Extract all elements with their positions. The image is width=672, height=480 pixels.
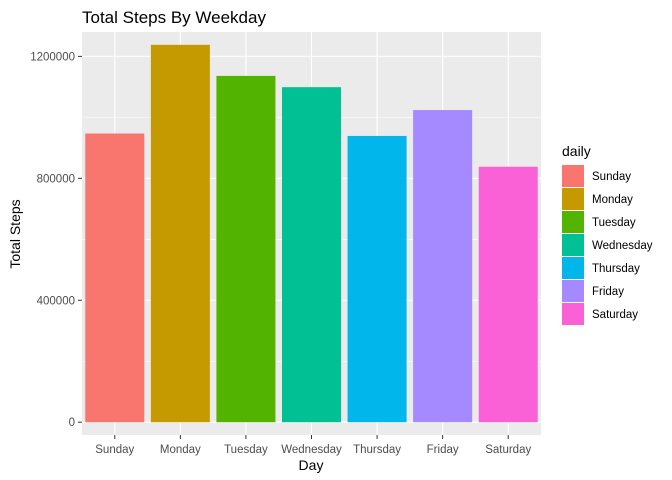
y-axis-title: Total Steps (7, 199, 23, 268)
legend-items: Sunday Monday Tuesday Wednesday Thursday Frid… (562, 165, 653, 325)
x-tick-label-thursday: Thursday (353, 444, 401, 456)
x-tick-label-monday: Monday (160, 444, 201, 456)
y-tick-label: 0 (69, 417, 75, 429)
legend: daily Sunday Monday Tuesday Wednesday Thursd… (562, 143, 653, 325)
bar-sunday (85, 133, 145, 423)
y-tick-label: 800000 (37, 173, 75, 185)
bar-monday (150, 44, 210, 423)
chart-title: Total Steps By Weekday (82, 8, 266, 27)
x-tick-label-sunday: Sunday (95, 444, 134, 456)
legend-swatch-tuesday (562, 211, 584, 233)
x-axis: Sunday Monday Tuesday Wednesday Thursday Frid… (95, 435, 531, 456)
bar-wednesday (281, 87, 342, 423)
x-tick-label-saturday: Saturday (485, 444, 531, 456)
y-tick-label: 400000 (37, 295, 75, 307)
bar-friday (413, 110, 473, 423)
legend-label-sunday: Sunday (592, 171, 631, 183)
bar-tuesday (216, 75, 276, 423)
legend-swatch-friday (562, 280, 584, 302)
legend-label-tuesday: Tuesday (592, 217, 636, 229)
x-tick-label-tuesday: Tuesday (224, 444, 268, 456)
bar-thursday (347, 135, 407, 423)
bar-saturday (478, 166, 538, 423)
legend-swatch-saturday (562, 303, 584, 325)
legend-swatch-sunday (562, 165, 584, 187)
legend-title: daily (562, 143, 591, 159)
legend-swatch-wednesday (562, 234, 584, 256)
legend-swatch-monday (562, 188, 584, 210)
legend-label-monday: Monday (592, 194, 633, 206)
y-axis: 0 400000 800000 1200000 (30, 51, 82, 429)
x-axis-title: Day (299, 457, 324, 473)
bars (85, 44, 538, 423)
legend-label-saturday: Saturday (592, 309, 638, 321)
legend-label-thursday: Thursday (592, 263, 640, 275)
legend-label-friday: Friday (592, 286, 624, 298)
y-tick-label: 1200000 (30, 51, 75, 63)
x-tick-label-wednesday: Wednesday (281, 444, 342, 456)
legend-label-wednesday: Wednesday (592, 240, 653, 252)
x-tick-label-friday: Friday (427, 444, 459, 456)
legend-swatch-thursday (562, 257, 584, 279)
